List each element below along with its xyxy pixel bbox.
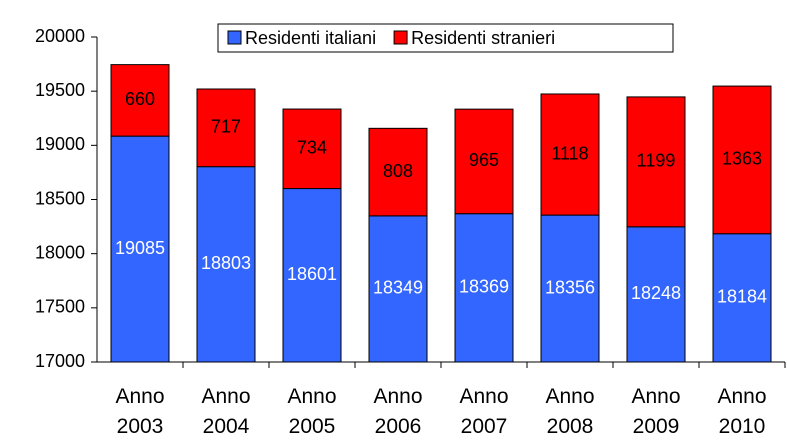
y-tick-label: 17500 <box>35 297 85 317</box>
bar-segment <box>626 226 686 363</box>
legend-label: Residenti stranieri <box>411 28 555 48</box>
data-label: 1199 <box>637 151 676 171</box>
bar-segment <box>712 85 772 235</box>
data-label: 808 <box>383 161 413 181</box>
bar-segment <box>196 88 256 168</box>
data-label: 734 <box>297 138 327 158</box>
bar-segment <box>196 166 256 363</box>
bar-segment <box>712 233 772 363</box>
data-label: 1363 <box>722 149 762 169</box>
y-tick-label: 18000 <box>35 242 85 262</box>
data-label: 18349 <box>373 278 423 298</box>
bar-segment <box>282 188 342 363</box>
x-tick-label: Anno 2006 <box>373 385 423 438</box>
x-tick-label: Anno 2008 <box>545 385 595 438</box>
legend-swatch <box>227 30 242 45</box>
bar-segment <box>454 108 514 215</box>
data-label: 18184 <box>717 287 767 307</box>
bar-segment <box>368 215 428 363</box>
x-tick-label: Anno 2003 <box>115 385 165 438</box>
x-tick-label: Anno 2009 <box>631 385 681 438</box>
x-tick-label: Anno 2010 <box>717 385 767 438</box>
data-label: 18248 <box>631 283 681 303</box>
bar-segment <box>540 214 600 363</box>
legend-swatch <box>393 30 408 45</box>
y-tick-label: 20000 <box>35 26 85 46</box>
data-label: 717 <box>211 117 241 137</box>
x-tick-label: Anno 2007 <box>459 385 509 438</box>
data-label: 18803 <box>201 253 251 273</box>
legend-box <box>217 23 674 53</box>
bar-segment <box>626 96 686 228</box>
x-tick-label: Anno 2005 <box>287 385 337 438</box>
data-label: 1118 <box>551 143 588 163</box>
bar-segment <box>540 93 600 216</box>
bar-segment <box>282 108 342 190</box>
y-tick-label: 17000 <box>35 351 85 371</box>
y-tick-label: 19000 <box>35 134 85 154</box>
y-tick-label: 19500 <box>35 80 85 100</box>
data-label: 18356 <box>545 277 595 297</box>
data-label: 965 <box>469 150 499 170</box>
y-tick-label: 18500 <box>35 188 85 208</box>
bar-segment <box>454 213 514 363</box>
bar-segment <box>368 127 428 217</box>
x-tick-label: Anno 2004 <box>201 385 251 438</box>
data-label: 18369 <box>459 277 509 297</box>
legend-label: Residenti italiani <box>245 28 376 48</box>
data-label: 660 <box>125 89 155 109</box>
data-label: 18601 <box>287 264 337 284</box>
bar-segment <box>110 64 170 137</box>
data-label: 19085 <box>115 238 165 258</box>
